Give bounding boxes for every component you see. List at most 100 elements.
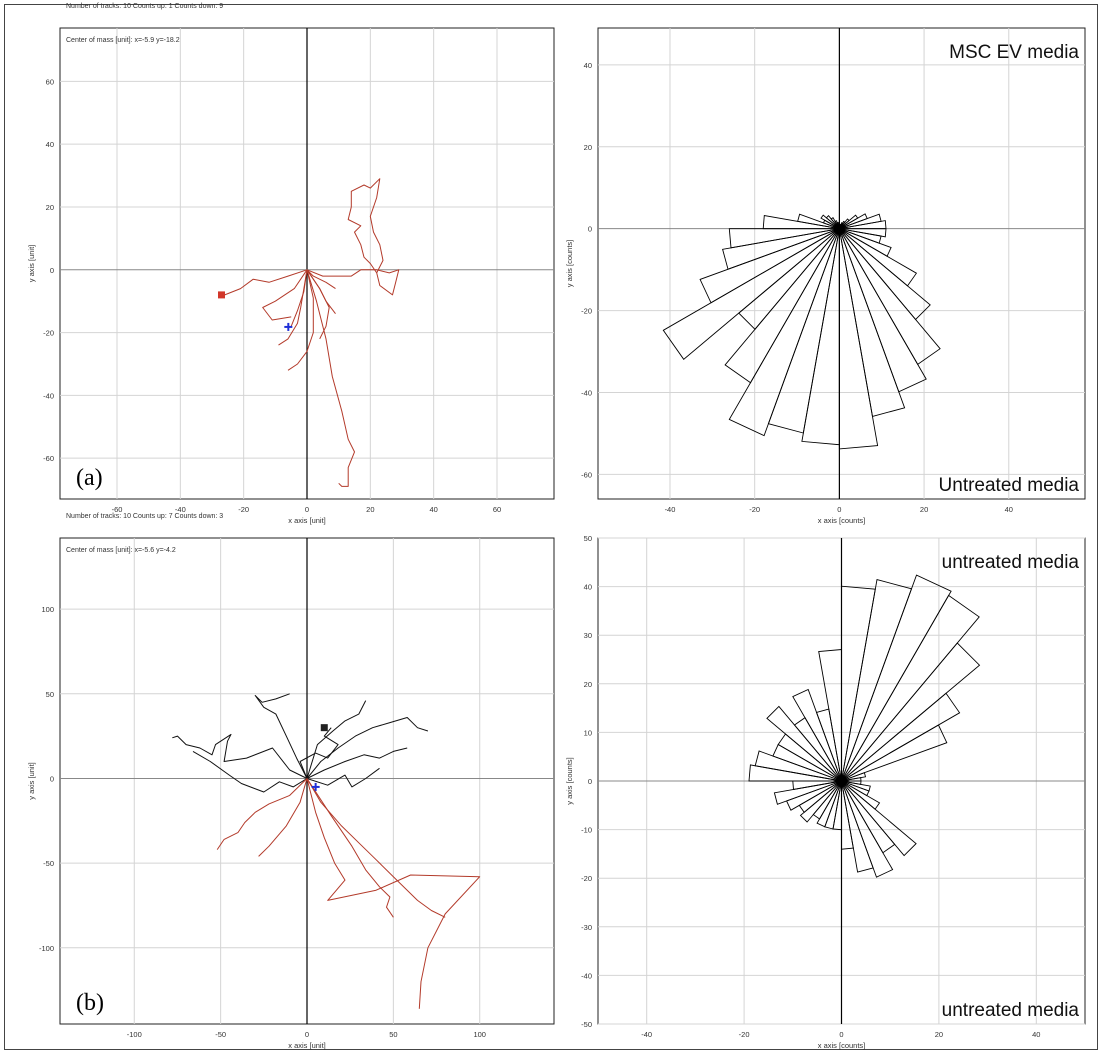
x-tick-label: 20 bbox=[920, 505, 928, 514]
panel-b-rose: -40 -20 0 20 40 -50 -40 -30 -20 -10 0 10 20 30 40 50 x a… bbox=[565, 534, 1086, 1050]
corner-label: MSC EV media bbox=[949, 42, 1079, 63]
y-tick-label: 0 bbox=[588, 225, 592, 234]
corner-label: untreated media bbox=[942, 552, 1080, 573]
track-line bbox=[306, 778, 394, 918]
y-axis-label: y axis [unit] bbox=[27, 762, 36, 800]
y-tick-label: -40 bbox=[581, 389, 592, 398]
x-tick-label: 0 bbox=[839, 1030, 843, 1039]
track-line bbox=[278, 269, 308, 346]
y-tick-label: -60 bbox=[43, 454, 54, 463]
y-tick-label: 0 bbox=[50, 266, 54, 275]
x-axis-label: x axis [counts] bbox=[818, 1041, 866, 1050]
x-tick-label: -100 bbox=[127, 1030, 142, 1039]
y-tick-label: -40 bbox=[43, 391, 54, 400]
rose-center bbox=[836, 225, 843, 232]
figure-frame bbox=[4, 4, 1098, 1050]
rose-wedge bbox=[841, 780, 862, 785]
panel-b-tracks: -100 -50 0 50 100 -100 -50 0 50 100 x axis [unit] y… bbox=[27, 513, 555, 1050]
track-line bbox=[299, 727, 339, 779]
y-axis-label: y axis [counts] bbox=[565, 757, 574, 805]
track-line bbox=[306, 767, 380, 788]
y-tick-label: 20 bbox=[584, 680, 592, 689]
x-tick-label: -20 bbox=[238, 505, 249, 514]
x-tick-label: 20 bbox=[935, 1030, 943, 1039]
y-tick-label: 50 bbox=[584, 534, 592, 543]
x-tick-label: -40 bbox=[665, 505, 676, 514]
y-tick-label: 50 bbox=[46, 690, 54, 699]
panel-label: (b) bbox=[76, 990, 104, 1016]
y-tick-label: 100 bbox=[41, 605, 54, 614]
rose-wedge bbox=[841, 780, 917, 857]
track-line bbox=[306, 747, 408, 779]
track-count-header: Number of tracks: 10 Counts up: 7 Counts… bbox=[66, 513, 223, 520]
center-of-mass-marker bbox=[284, 322, 293, 331]
panel-label: (a) bbox=[76, 465, 103, 491]
y-tick-label: 20 bbox=[46, 203, 54, 212]
center-of-mass-header: Center of mass [unit]: x=-5.6 y=-4.2 bbox=[66, 547, 176, 554]
track-line bbox=[172, 733, 308, 779]
x-tick-label: 20 bbox=[366, 505, 374, 514]
y-tick-label: 10 bbox=[584, 728, 592, 737]
track-line bbox=[192, 750, 308, 793]
y-axis-label: y axis [counts] bbox=[565, 240, 574, 288]
start-marker bbox=[320, 724, 328, 732]
panel-a-tracks: -60 -40 -20 0 20 40 60 -60 -40 -20 0 20 40 60 x axis [… bbox=[27, 3, 555, 525]
track-line bbox=[306, 269, 355, 487]
track-count-header: Number of tracks: 10 Counts up: 1 Counts… bbox=[66, 3, 223, 10]
x-tick-label: -20 bbox=[739, 1030, 750, 1039]
center-of-mass-header: Center of mass [unit]: x=-5.9 y=-18.2 bbox=[66, 37, 180, 44]
y-tick-label: 30 bbox=[584, 631, 592, 640]
y-tick-label: 40 bbox=[46, 140, 54, 149]
track-line bbox=[254, 693, 308, 779]
plot-area bbox=[597, 27, 1086, 500]
x-axis-label: x axis [unit] bbox=[288, 516, 326, 525]
y-tick-label: -10 bbox=[581, 826, 592, 835]
y-tick-label: 40 bbox=[584, 583, 592, 592]
x-tick-label: 40 bbox=[429, 505, 437, 514]
x-tick-label: 40 bbox=[1005, 505, 1013, 514]
x-tick-label: -60 bbox=[112, 505, 123, 514]
track-line bbox=[216, 778, 308, 850]
y-tick-label: -30 bbox=[581, 923, 592, 932]
y-axis-label: y axis [unit] bbox=[27, 245, 36, 283]
x-tick-label: 50 bbox=[389, 1030, 397, 1039]
x-axis-label: x axis [unit] bbox=[288, 1041, 326, 1050]
track-line bbox=[306, 717, 429, 779]
y-tick-label: 60 bbox=[46, 77, 54, 86]
y-tick-label: -50 bbox=[43, 859, 54, 868]
rose-wedge bbox=[839, 228, 887, 238]
corner-label: Untreated media bbox=[939, 475, 1080, 496]
y-tick-label: 0 bbox=[588, 777, 592, 786]
y-tick-label: -20 bbox=[43, 329, 54, 338]
track-line bbox=[306, 178, 400, 296]
y-tick-label: -40 bbox=[581, 971, 592, 980]
track-line bbox=[258, 778, 308, 857]
track-line bbox=[287, 269, 314, 371]
y-tick-label: -60 bbox=[581, 470, 592, 479]
x-tick-label: 60 bbox=[493, 505, 501, 514]
panel-a-rose: -40 -20 0 20 40 -60 -40 -20 0 20 40 x axis [counts]… bbox=[565, 27, 1086, 525]
x-tick-label: 0 bbox=[305, 1030, 309, 1039]
x-tick-label: 100 bbox=[473, 1030, 486, 1039]
x-tick-label: -40 bbox=[175, 505, 186, 514]
start-marker bbox=[218, 291, 225, 299]
y-tick-label: 0 bbox=[50, 774, 54, 783]
y-tick-label: -50 bbox=[581, 1020, 592, 1029]
x-tick-label: -50 bbox=[215, 1030, 226, 1039]
center-of-mass-marker bbox=[311, 782, 320, 791]
y-tick-label: 40 bbox=[584, 61, 592, 70]
track-line bbox=[262, 269, 308, 321]
rose-center bbox=[838, 778, 845, 784]
x-axis-label: x axis [counts] bbox=[818, 516, 866, 525]
x-tick-label: -20 bbox=[749, 505, 760, 514]
y-tick-label: 20 bbox=[584, 143, 592, 152]
x-tick-label: -40 bbox=[641, 1030, 652, 1039]
track-line bbox=[224, 269, 308, 296]
y-tick-label: -20 bbox=[581, 874, 592, 883]
track-line bbox=[306, 778, 481, 1009]
x-tick-label: 0 bbox=[305, 505, 309, 514]
track-line bbox=[306, 700, 367, 779]
x-tick-label: 0 bbox=[837, 505, 841, 514]
x-tick-label: 40 bbox=[1032, 1030, 1040, 1039]
